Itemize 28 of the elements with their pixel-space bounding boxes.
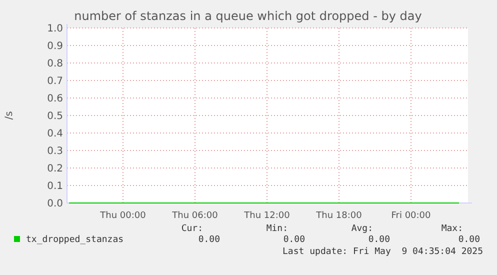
text: Cur: [181,224,203,234]
y-tick-label: 0.8 [47,58,63,70]
y-tick-label: 0.7 [47,76,63,87]
text: Avg: [351,224,373,234]
y-tick-label: 0.3 [47,146,63,157]
x-tick-label: Thu 18:00 [315,211,362,221]
y-tick-label: 0.1 [47,181,63,192]
y-tick-label: 0.2 [47,164,63,174]
y-tick-label: 0.0 [47,198,63,210]
text: Last update: Fri May 9 04:35:04 2025 [282,247,483,257]
y-tick-label: 1.0 [47,24,63,34]
text: Min: [266,224,288,234]
y-tick-label: 0.4 [47,128,63,140]
x-tick-label: Thu 00:00 [99,211,146,221]
x-tick-label: Thu 12:00 [243,211,290,221]
y-tick-label: 0.6 [47,94,63,104]
text: 0.00 [368,235,390,245]
x-tick-label: Fri 00:00 [391,211,432,221]
text: Max: [441,224,463,234]
x-tick-label: Thu 06:00 [171,211,218,221]
text: 0.00 [458,235,480,245]
y-tick-label: 0.5 [47,111,63,122]
text: 0.00 [198,235,220,245]
chart-title: number of stanzas in a queue which got dropped - by day [74,9,422,23]
y-tick-label: 0.9 [47,41,63,52]
text: 0.00 [283,235,305,245]
y-axis-title: /s [4,111,15,120]
legend-label: tx_dropped_stanzas [26,235,124,245]
